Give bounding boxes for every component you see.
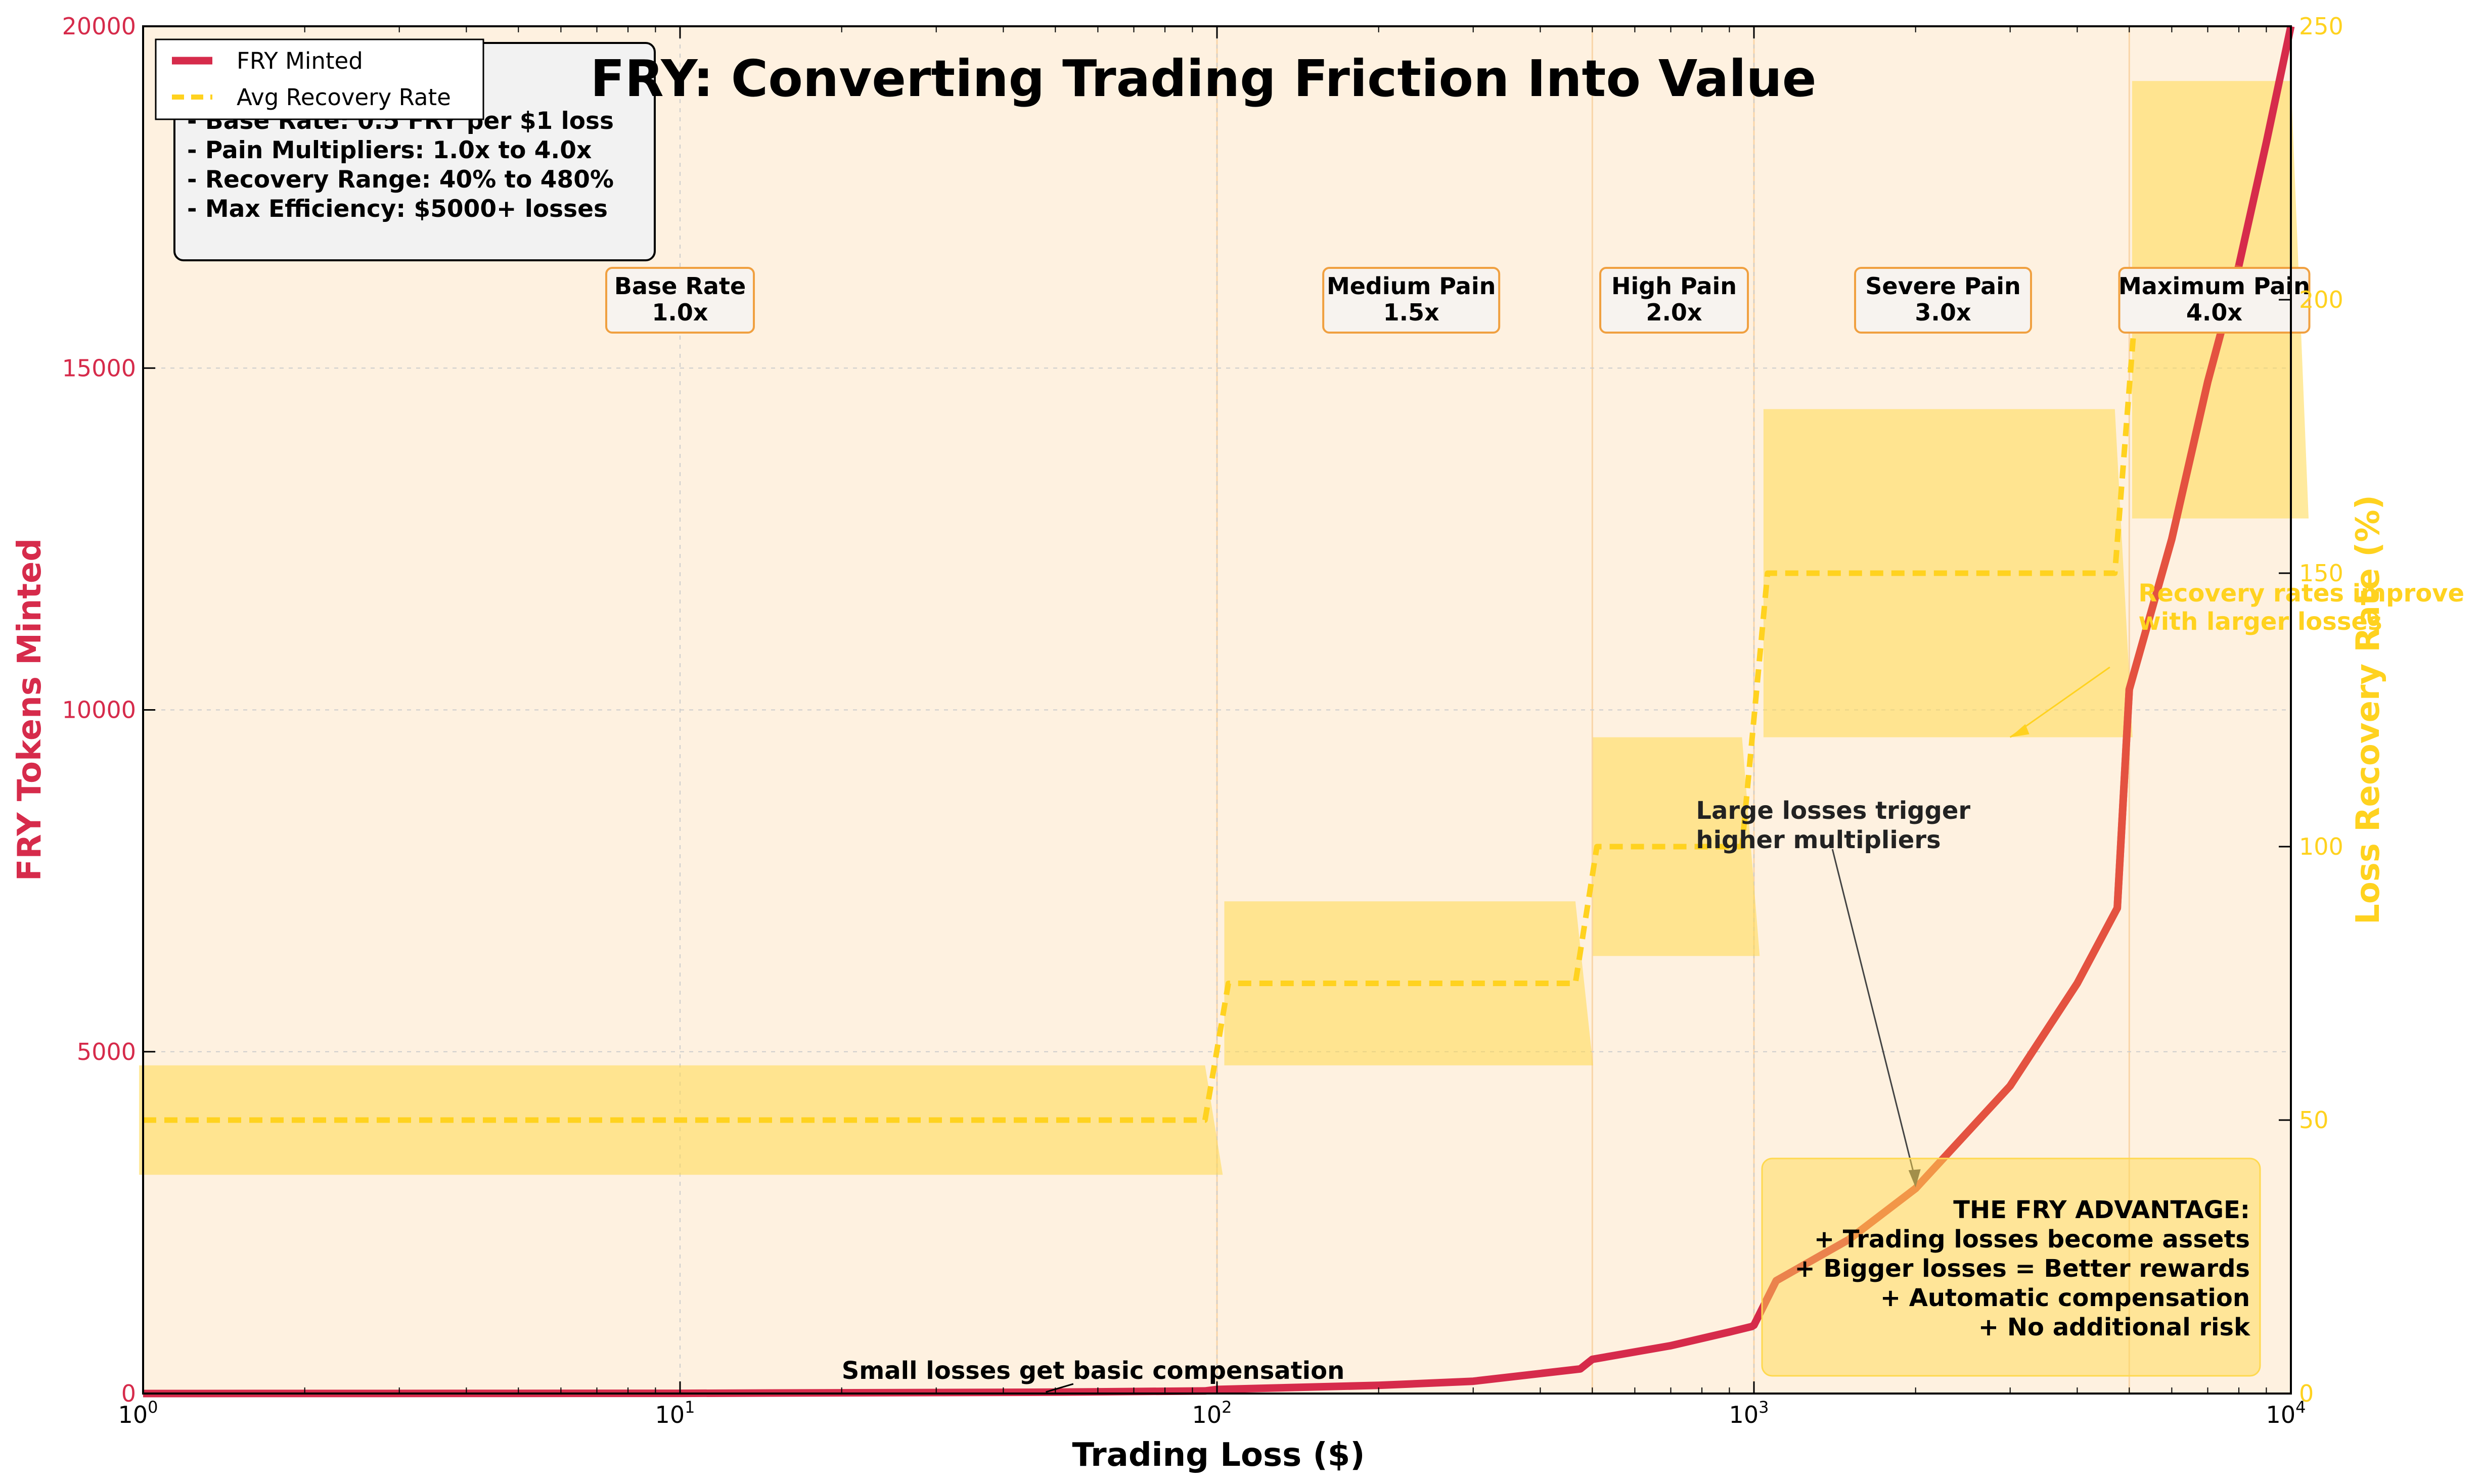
- chart-title: FRY: Converting Trading Friction Into Va…: [590, 49, 1816, 108]
- zone-label-multiplier: 4.0x: [2186, 299, 2242, 326]
- y-right-tick-label: 250: [2299, 13, 2343, 40]
- info-line-4: - Max Efficiency: $5000+ losses: [187, 195, 608, 223]
- zone-label-multiplier: 1.5x: [1383, 299, 1439, 326]
- annotation-recovery-line: Recovery rates improve: [2138, 579, 2464, 608]
- zone-label-multiplier: 1.0x: [652, 299, 708, 326]
- advantage-box: THE FRY ADVANTAGE: + Trading losses beco…: [1761, 1157, 2261, 1377]
- x-tick-label: 100: [118, 1398, 158, 1428]
- annotation-large-losses-line: Large losses trigger: [1696, 797, 1970, 825]
- advantage-line-3: + Bigger losses = Better rewards: [1795, 1255, 2250, 1283]
- x-tick-label: 103: [1729, 1398, 1769, 1428]
- info-line-3: - Recovery Range: 40% to 480%: [187, 166, 614, 194]
- zone-label-title: Severe Pain: [1865, 272, 2020, 300]
- advantage-line-4: + Automatic compensation: [1880, 1284, 2250, 1312]
- advantage-line-5: + No additional risk: [1978, 1313, 2250, 1341]
- zone-label-multiplier: 2.0x: [1646, 299, 1702, 326]
- y-axis-right-label: Loss Recovery Rate (%): [2350, 495, 2387, 924]
- annotation-large-losses-line: higher multipliers: [1696, 826, 1941, 854]
- zone-label-multiplier: 3.0x: [1915, 299, 1971, 326]
- advantage-line-2: + Trading losses become assets: [1814, 1225, 2250, 1254]
- x-tick-label: 102: [1192, 1398, 1232, 1428]
- y-left-tick-label: 15000: [62, 354, 136, 382]
- zone-label-title: Medium Pain: [1327, 272, 1496, 300]
- zone-label-box: [605, 267, 755, 334]
- annotation-small-losses: Small losses get basic compensation: [842, 1357, 1345, 1385]
- x-tick-label: 101: [655, 1398, 695, 1428]
- legend-recovery-label: Avg Recovery Rate: [237, 84, 451, 111]
- legend: FRY Minted Avg Recovery Rate: [155, 38, 484, 120]
- advantage-line-1: THE FRY ADVANTAGE:: [1953, 1196, 2250, 1224]
- y-right-tick-label: 150: [2299, 560, 2343, 587]
- zone-label-title: High Pain: [1611, 272, 1737, 300]
- x-axis-label: Trading Loss ($): [1072, 1436, 1365, 1474]
- annotation-recovery-arrow: [2009, 666, 2110, 738]
- annotation-small-losses-arrow: [1046, 1383, 1074, 1393]
- info-line-2: - Pain Multipliers: 1.0x to 4.0x: [187, 136, 592, 164]
- zone-label-box: [2118, 267, 2311, 334]
- zone-label-box: [1854, 267, 2033, 334]
- zone-label-box: [1322, 267, 1501, 334]
- annotations: Small losses get basic compensation Large…: [842, 579, 2464, 1393]
- annotation-recovery-line: with larger losses: [2138, 608, 2382, 636]
- series-avg-recovery-line: [143, 297, 2291, 1123]
- zone-label-box: [1599, 267, 1749, 334]
- annotation-recovery-arrowhead: [2010, 724, 2030, 737]
- y-left-tick-label: 10000: [62, 697, 136, 724]
- y-right-tick-label: 0: [2299, 1380, 2314, 1407]
- series-fry-overlay-line: [1846, 264, 2243, 1243]
- y-left-tick-label: 0: [121, 1380, 136, 1407]
- y-axis-left-label: FRY Tokens Minted: [11, 538, 49, 881]
- y-left-tick-label: 20000: [62, 13, 136, 40]
- y-right-tick-label: 50: [2299, 1106, 2329, 1134]
- y-right-tick-label: 200: [2299, 286, 2343, 313]
- zone-label-title: Maximum Pain: [2118, 272, 2310, 300]
- zone-label-title: Base Rate: [614, 272, 746, 300]
- legend-fry-label: FRY Minted: [237, 48, 363, 74]
- y-left-tick-label: 5000: [77, 1038, 136, 1065]
- annotation-large-losses-arrow: [1831, 849, 1917, 1181]
- x-tick-label: 104: [2266, 1398, 2306, 1428]
- recovery-band: [1763, 409, 2133, 737]
- y-right-tick-label: 100: [2299, 833, 2343, 860]
- axes: 100 101 102 103 1040500010000150002000005010…: [62, 13, 2343, 1428]
